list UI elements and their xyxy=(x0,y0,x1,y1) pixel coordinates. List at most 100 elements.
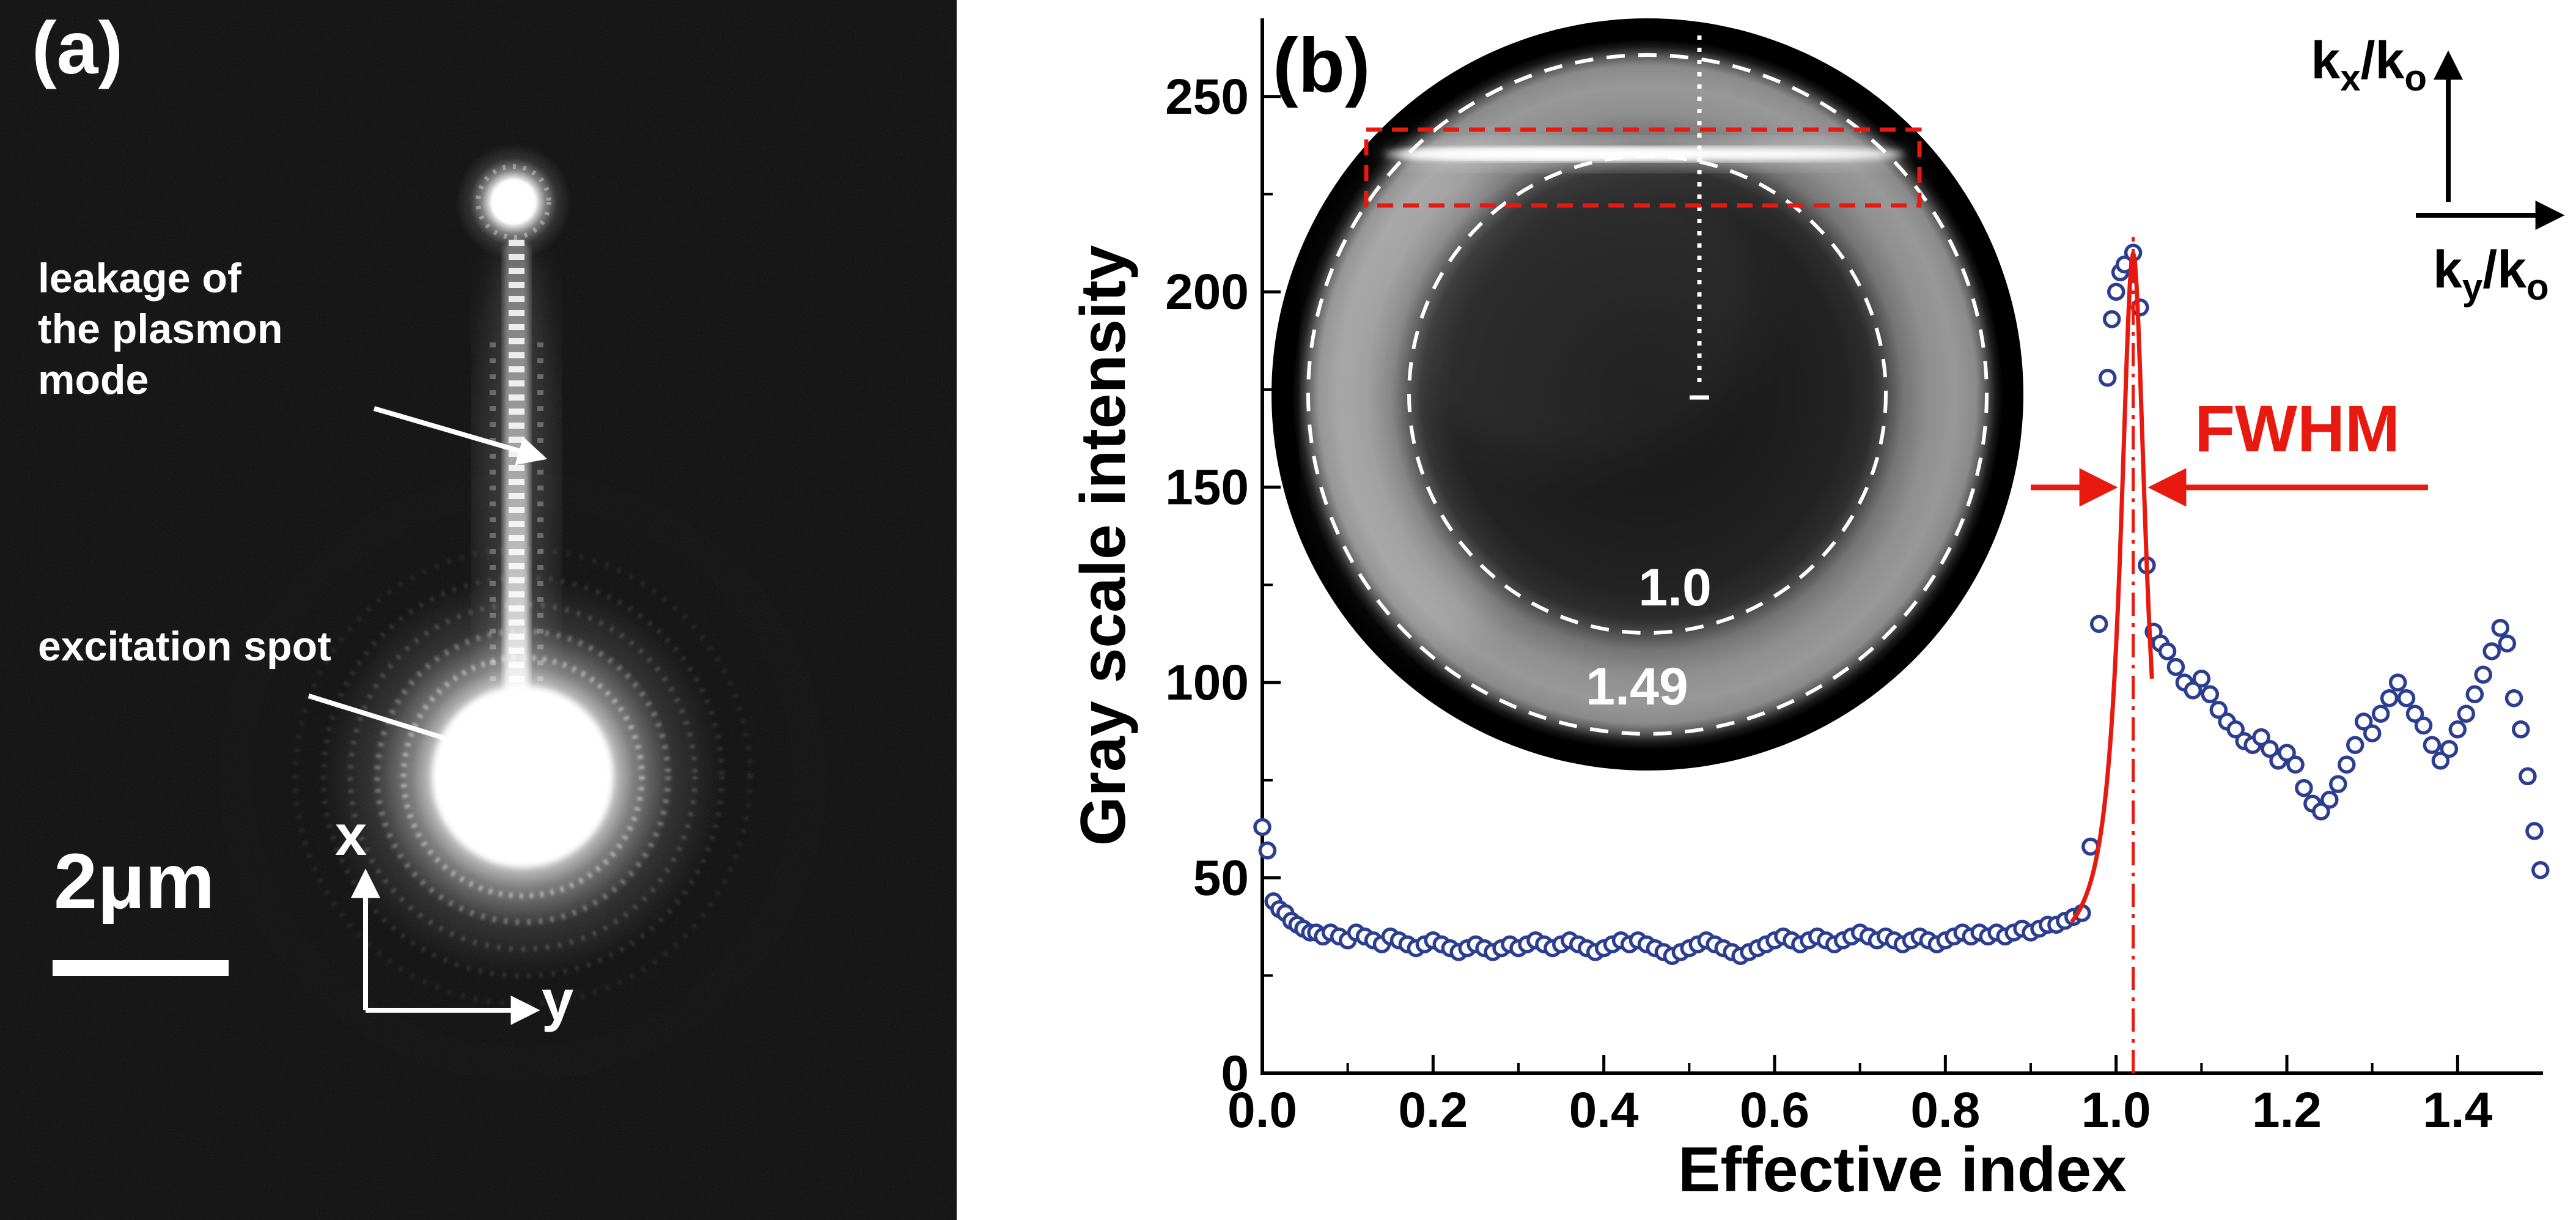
data-point xyxy=(2423,736,2442,755)
data-point xyxy=(2371,704,2390,723)
scale-bar-label: 2μm xyxy=(54,838,215,925)
data-point xyxy=(2354,712,2373,731)
data-point xyxy=(2338,755,2356,774)
data-point xyxy=(1253,818,1271,837)
fwhm-annotation: FWHM xyxy=(2031,391,2428,507)
airy-rings xyxy=(293,547,753,1007)
x-tick-label: 0.0 xyxy=(1227,1082,1297,1138)
k-space-axes: kx/ko ky/ko xyxy=(2311,31,2565,308)
kx-axis-label: kx/ko xyxy=(2311,31,2427,98)
na-circle-inner xyxy=(1407,154,1888,635)
fit-curve xyxy=(2070,252,2154,923)
y-axis-label: y xyxy=(542,968,574,1032)
data-point xyxy=(2286,755,2305,774)
data-point xyxy=(2380,689,2399,708)
data-point xyxy=(2166,657,2185,676)
y-tick-label: 250 xyxy=(1165,69,1249,125)
data-point xyxy=(2295,778,2313,797)
data-point xyxy=(2252,728,2270,747)
y-tick-label: 150 xyxy=(1165,460,1249,516)
data-point xyxy=(2131,298,2149,317)
chart-svg: 1.0 1.49 0.0 0.2 0.4 0.6 0.8 1.0 1.2 1.4 0 50 100 1… xyxy=(1068,18,2565,1205)
data-point xyxy=(2102,310,2121,328)
fwhm-label: FWHM xyxy=(2195,391,2400,465)
leakage-line-1: leakage of xyxy=(38,255,241,301)
inner-haze xyxy=(1391,144,1757,462)
data-point xyxy=(2474,665,2492,684)
x-tick-label: 0.6 xyxy=(1740,1082,1809,1138)
x-axis-label: x xyxy=(335,803,367,867)
data-point xyxy=(2388,673,2407,692)
data-point xyxy=(2431,752,2450,770)
data-point xyxy=(2498,634,2517,653)
bfp-inset-image: 1.0 1.49 xyxy=(1271,18,2023,771)
data-point xyxy=(2158,642,2177,660)
x-tick-label: 0.4 xyxy=(1569,1082,1639,1138)
na-circle-outer xyxy=(1306,53,1989,736)
leakage-line-2: the plasmon xyxy=(38,305,283,352)
x-axis-title: Effective index xyxy=(1678,1134,2127,1205)
scale-bar xyxy=(53,960,229,976)
data-point xyxy=(2440,739,2459,758)
outer-halo-arcs xyxy=(226,480,819,1073)
data-point xyxy=(2504,689,2523,708)
data-point xyxy=(2363,724,2382,742)
data-point xyxy=(2519,767,2537,786)
bright-annulus-left xyxy=(1312,59,1983,730)
data-point xyxy=(2209,701,2228,719)
panel-b-plot: 1.0 1.49 0.0 0.2 0.4 0.6 0.8 1.0 1.2 1.4 0 50 100 1… xyxy=(1003,0,2576,1220)
plasmon-line-highlight-box xyxy=(1364,127,1922,208)
top-spot-ring xyxy=(476,164,551,240)
data-point xyxy=(2511,720,2530,739)
x-tick-label: 0.2 xyxy=(1398,1082,1468,1138)
data-point xyxy=(2531,861,2550,879)
data-point xyxy=(2320,791,2339,809)
x-tick-label: 0.8 xyxy=(1910,1082,1980,1138)
ky-axis-label: ky/ko xyxy=(2433,240,2549,308)
data-point xyxy=(2201,685,2220,704)
panel-a-label: (a) xyxy=(32,6,123,89)
x-tick-label: 1.0 xyxy=(2081,1082,2151,1138)
data-point xyxy=(2525,822,2544,840)
x-tick-label: 1.2 xyxy=(2252,1082,2322,1138)
chart-plot-area: 0.0 0.2 0.4 0.6 0.8 1.0 1.2 1.4 0 50 100 150 200 250 xyxy=(1165,18,2550,1138)
data-point xyxy=(2226,720,2245,739)
data-point xyxy=(2457,704,2476,723)
excitation-arrow xyxy=(307,693,488,757)
panel-a-microscopy-image: (a) leakage of the plasmon mode excitati… xyxy=(0,0,957,1220)
excitation-core xyxy=(432,686,613,867)
data-point xyxy=(2184,681,2202,700)
leakage-annotation: leakage of the plasmon mode xyxy=(38,253,283,405)
data-point xyxy=(2397,689,2416,708)
data-point xyxy=(2089,615,2108,634)
data-point xyxy=(2329,775,2347,793)
data-point xyxy=(2491,618,2509,637)
plasmon-line-bright-core xyxy=(1400,149,1706,160)
data-point xyxy=(2098,369,2117,387)
y-tick-label: 100 xyxy=(1165,655,1249,711)
data-point xyxy=(2312,802,2330,821)
x-tick-label: 1.4 xyxy=(2423,1082,2492,1138)
leakage-arrow xyxy=(373,406,548,465)
data-point xyxy=(1258,841,1277,860)
panel-b-label: (b) xyxy=(1273,23,1371,108)
data-point xyxy=(2278,744,2296,762)
top-spot-core xyxy=(491,180,535,224)
data-point xyxy=(2261,739,2279,758)
data-point xyxy=(2414,716,2433,735)
data-point xyxy=(2482,642,2501,660)
excitation-annotation: excitation spot xyxy=(38,623,331,670)
outer-circle-label: 1.49 xyxy=(1586,657,1688,716)
y-axis-title: Gray scale intensity xyxy=(1068,245,1139,846)
y-tick-label: 200 xyxy=(1165,264,1249,320)
y-tick-label: 50 xyxy=(1193,851,1249,906)
data-point xyxy=(2192,669,2211,688)
data-point xyxy=(2107,283,2125,301)
data-point xyxy=(2448,720,2467,739)
leakage-line-3: mode xyxy=(38,356,149,403)
data-point xyxy=(2405,704,2424,723)
y-tick-label: 0 xyxy=(1221,1046,1249,1101)
data-point xyxy=(2346,736,2364,755)
data-point xyxy=(2465,685,2484,704)
